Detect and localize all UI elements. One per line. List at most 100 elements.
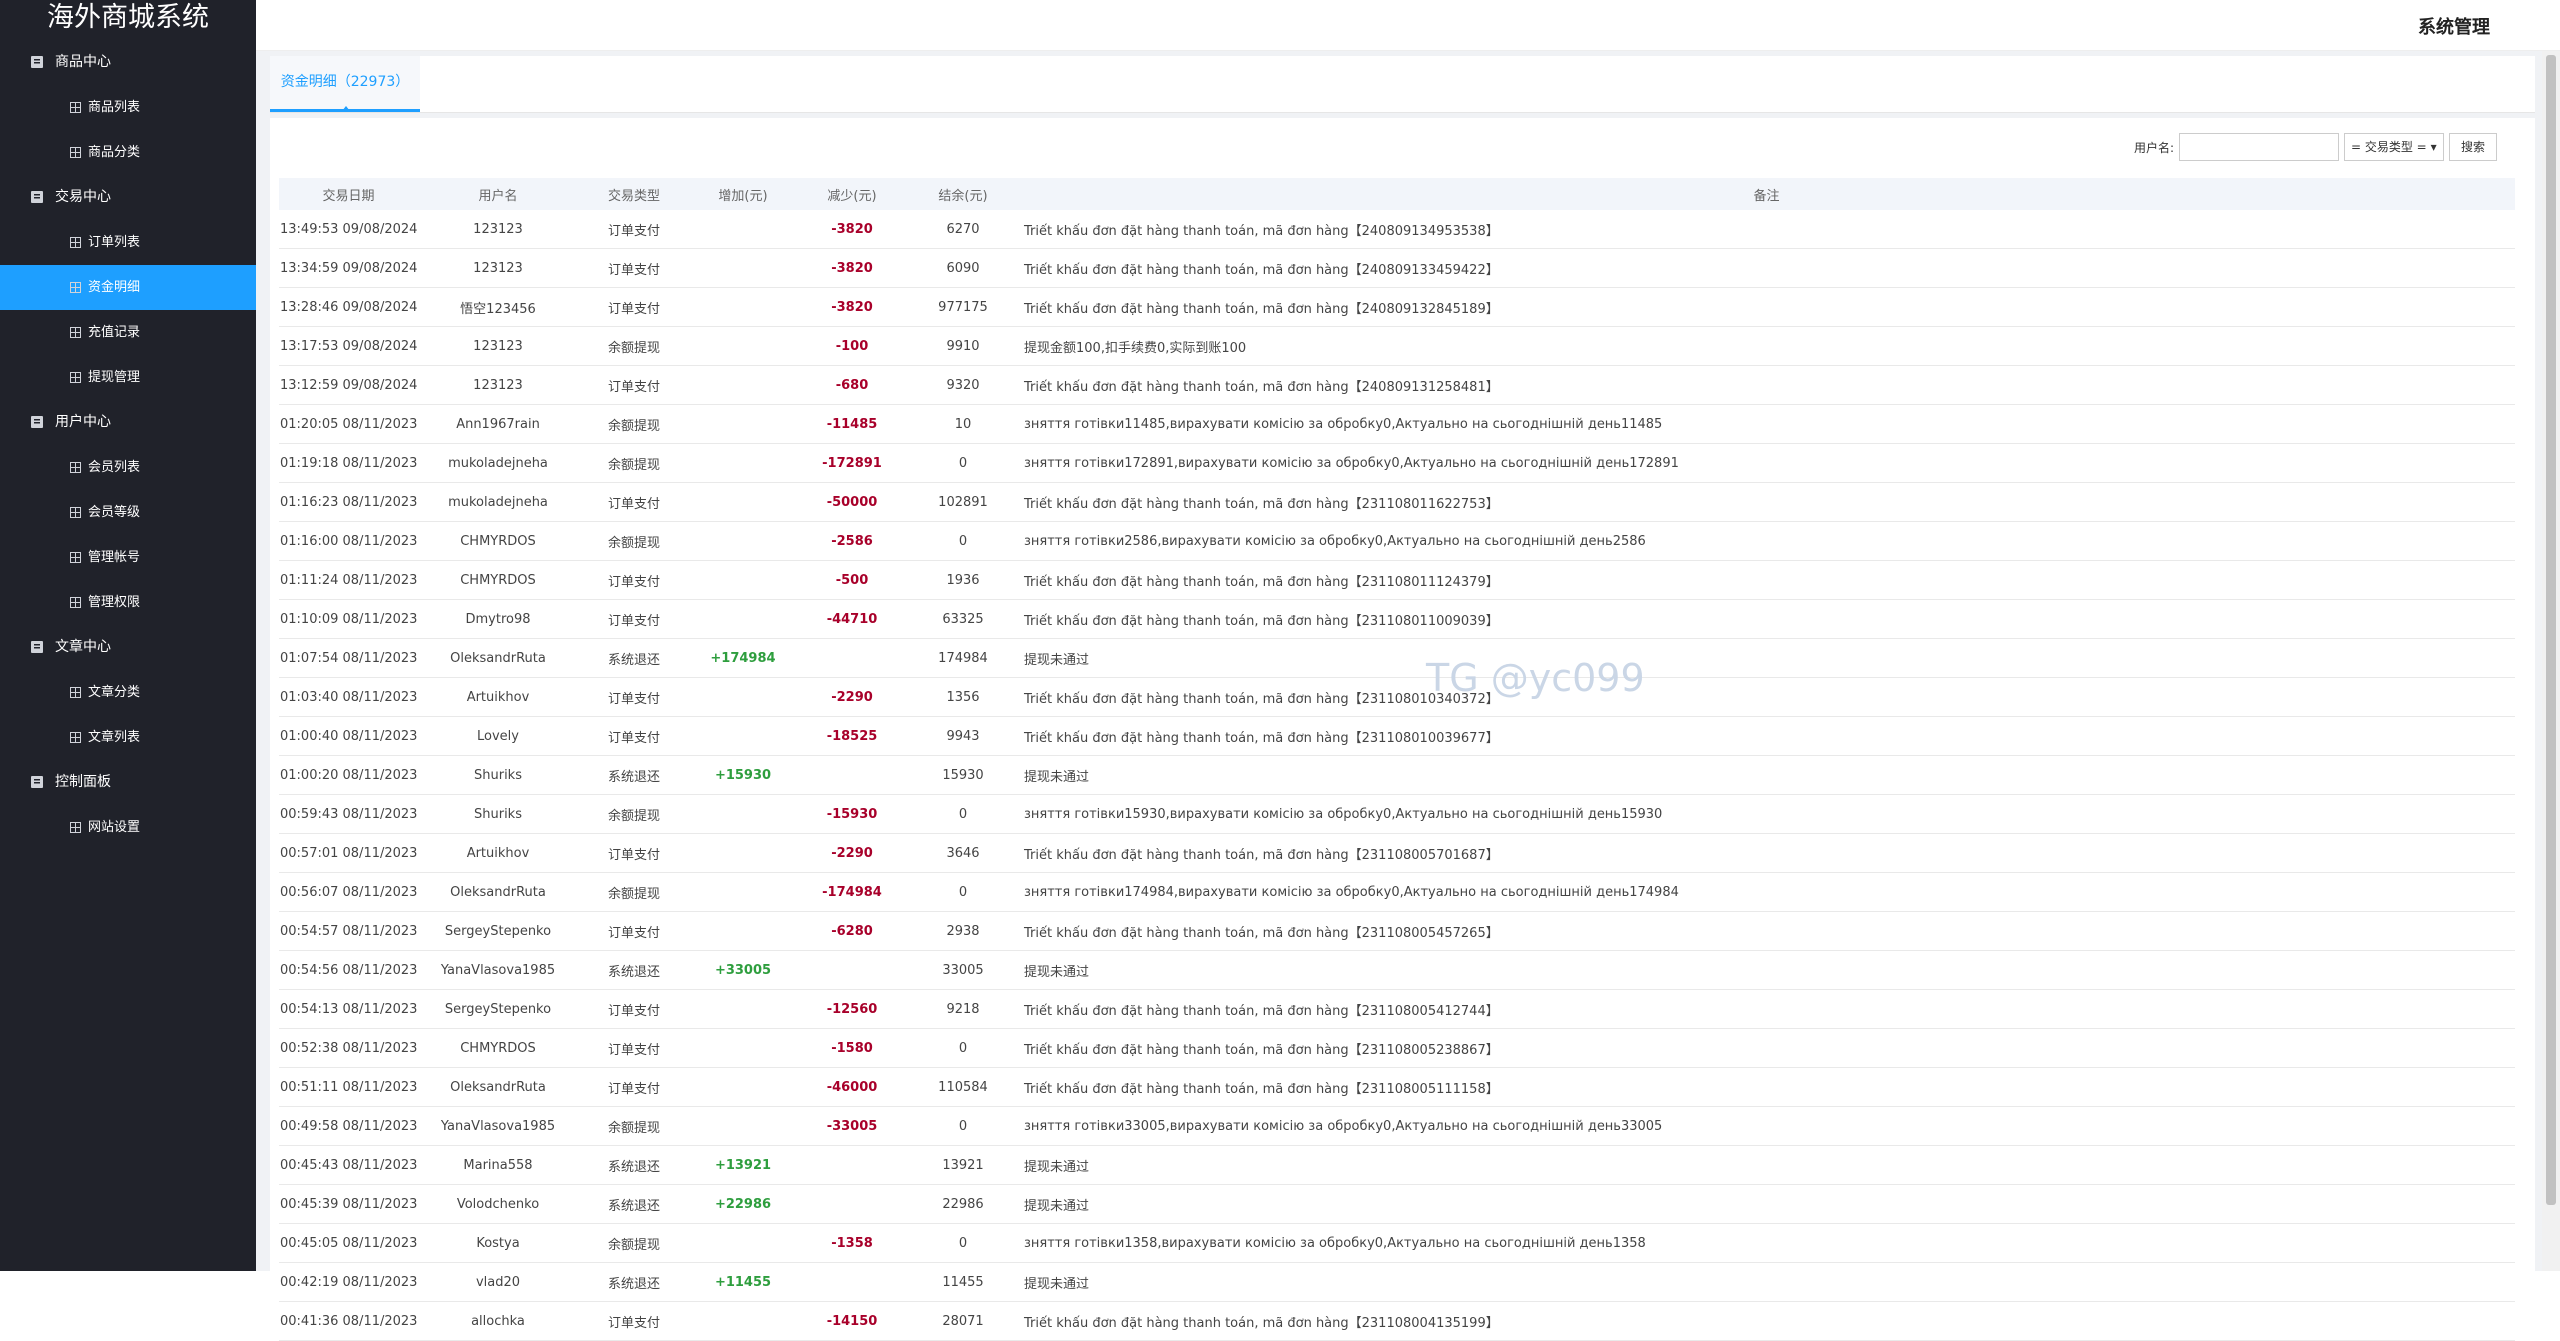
menu-item[interactable]: 提现管理 xyxy=(0,355,256,400)
table-cell: Shuriks xyxy=(418,794,578,834)
menu-item[interactable]: 订单列表 xyxy=(0,220,256,265)
table-cell: 00:42:19 08/11/2023 xyxy=(279,1262,418,1302)
table-cell: allochka xyxy=(418,1301,578,1341)
table-cell: Triết khấu đơn đặt hàng thanh toán, mã đ… xyxy=(1018,248,2515,288)
menu-group[interactable]: 用户中心 xyxy=(0,400,256,445)
menu-group[interactable]: 商品中心 xyxy=(0,40,256,85)
table-cell: -1580 xyxy=(796,1028,908,1068)
menu-item[interactable]: 会员等级 xyxy=(0,490,256,535)
table-cell: YanaVlasova1985 xyxy=(418,950,578,990)
menu-group-label: 文章中心 xyxy=(55,639,111,655)
table-cell: Triết khấu đơn đặt hàng thanh toán, mã đ… xyxy=(1018,911,2515,951)
menu-item[interactable]: 资金明细 xyxy=(0,265,256,310)
table-row: 00:57:01 08/11/2023 Artuikhov 订单支付 -2290 364… xyxy=(279,833,2515,873)
table-row: 01:20:05 08/11/2023 Ann1967rain 余额提现 -11485… xyxy=(279,404,2515,444)
menu-group[interactable]: 文章中心 xyxy=(0,625,256,670)
tab-bar: 资金明细（22973） xyxy=(270,56,2535,113)
menu-group[interactable]: 控制面板 xyxy=(0,760,256,805)
table-cell: 提现金额100,扣手续费0,实际到账100 xyxy=(1018,326,2515,366)
table-cell xyxy=(796,1145,908,1185)
menu-item-label: 充值记录 xyxy=(88,325,141,340)
table-cell: 123123 xyxy=(418,210,578,249)
menu-item[interactable]: 文章分类 xyxy=(0,670,256,715)
table-cell: Marina558 xyxy=(418,1145,578,1185)
column-header: 结余(元) xyxy=(908,178,1018,210)
table-cell: 22986 xyxy=(908,1184,1018,1224)
table-cell: 00:54:56 08/11/2023 xyxy=(279,950,418,990)
table-row: 13:34:59 09/08/2024 123123 订单支付 -3820 6090 Tr… xyxy=(279,248,2515,288)
top-bar: 系统管理 xyxy=(256,0,2560,51)
header-row: 交易日期 用户名 交易类型 增加(元) 减少(元) 结余(元) 备注 xyxy=(279,178,2515,210)
app-title: 海外商城系统 xyxy=(47,2,209,33)
table-cell: 11455 xyxy=(908,1262,1018,1302)
type-select[interactable]: = 交易类型 = ▾ xyxy=(2344,133,2444,161)
table-cell: Triết khấu đơn đặt hàng thanh toán, mã đ… xyxy=(1018,482,2515,522)
table-cell: 123123 xyxy=(418,365,578,405)
menu-item[interactable]: 管理权限 xyxy=(0,580,256,625)
scroll-thumb[interactable] xyxy=(2546,55,2556,1205)
scrollbar[interactable] xyxy=(2542,51,2560,1271)
table-cell xyxy=(690,911,796,951)
table-cell xyxy=(690,287,796,327)
table-cell: 订单支付 xyxy=(578,287,690,327)
table-cell: Triết khấu đơn đặt hàng thanh toán, mã đ… xyxy=(1018,989,2515,1029)
table-cell: -44710 xyxy=(796,599,908,639)
username-input[interactable] xyxy=(2179,133,2339,161)
table-cell xyxy=(796,950,908,990)
menu-item-label: 提现管理 xyxy=(88,370,141,385)
menu-icon xyxy=(70,687,81,698)
column-header: 增加(元) xyxy=(690,178,796,210)
table-cell: 订单支付 xyxy=(578,210,690,249)
menu-item[interactable]: 管理帐号 xyxy=(0,535,256,580)
table-cell: 系统退还 xyxy=(578,950,690,990)
table-cell: 3646 xyxy=(908,833,1018,873)
table-cell: 01:00:40 08/11/2023 xyxy=(279,716,418,756)
table-row: 00:54:57 08/11/2023 SergeyStepenko 订单支付 -62… xyxy=(279,911,2515,951)
table-row: 01:00:20 08/11/2023 Shuriks 系统退还 +15930 1593… xyxy=(279,755,2515,795)
table-row: 00:51:11 08/11/2023 OleksandrRuta 订单支付 -460… xyxy=(279,1067,2515,1107)
table-cell: -14150 xyxy=(796,1301,908,1341)
menu-item[interactable]: 商品列表 xyxy=(0,85,256,130)
table-cell: 订单支付 xyxy=(578,1067,690,1107)
table-cell: CHMYRDOS xyxy=(418,560,578,600)
table-cell: 13:17:53 09/08/2024 xyxy=(279,326,418,366)
table-cell: Triết khấu đơn đặt hàng thanh toán, mã đ… xyxy=(1018,560,2515,600)
menu-item[interactable]: 商品分类 xyxy=(0,130,256,175)
table-cell: -6280 xyxy=(796,911,908,951)
table-cell: 6270 xyxy=(908,210,1018,249)
header-title[interactable]: 系统管理 xyxy=(2418,17,2490,38)
table-cell: -172891 xyxy=(796,443,908,483)
tab[interactable]: 资金明细（22973） xyxy=(270,56,420,112)
table-cell: 9943 xyxy=(908,716,1018,756)
table-cell: Triết khấu đơn đặt hàng thanh toán, mã đ… xyxy=(1018,1028,2515,1068)
table-cell: 9218 xyxy=(908,989,1018,1029)
menu-item[interactable]: 文章列表 xyxy=(0,715,256,760)
table-cell: 01:16:00 08/11/2023 xyxy=(279,521,418,561)
table-cell xyxy=(690,599,796,639)
table-cell: 提现未通过 xyxy=(1018,1145,2515,1185)
table-cell: 系统退还 xyxy=(578,1262,690,1302)
table-row: 00:42:19 08/11/2023 vlad20 系统退还 +11455 11455… xyxy=(279,1262,2515,1302)
table-cell xyxy=(690,210,796,249)
table-cell: 00:56:07 08/11/2023 xyxy=(279,872,418,912)
menu-group[interactable]: 交易中心 xyxy=(0,175,256,220)
menu-item[interactable]: 网站设置 xyxy=(0,805,256,850)
table-cell xyxy=(690,677,796,717)
menu-item[interactable]: 充值记录 xyxy=(0,310,256,355)
table-row: 00:59:43 08/11/2023 Shuriks 余额提现 -15930 0 зня… xyxy=(279,794,2515,834)
table-cell: 13:49:53 09/08/2024 xyxy=(279,210,418,249)
table-row: 01:10:09 08/11/2023 Dmytro98 订单支付 -44710 633… xyxy=(279,599,2515,639)
search-button[interactable]: 搜索 xyxy=(2449,133,2497,161)
table-cell: 订单支付 xyxy=(578,560,690,600)
tab-label: 资金明细（22973） xyxy=(280,74,410,90)
table-cell: 余额提现 xyxy=(578,872,690,912)
menu-icon xyxy=(70,327,81,338)
table-cell: 余额提现 xyxy=(578,1223,690,1263)
column-header: 交易日期 xyxy=(279,178,418,210)
table-cell: vlad20 xyxy=(418,1262,578,1302)
table-cell: 1356 xyxy=(908,677,1018,717)
table-row: 13:12:59 09/08/2024 123123 订单支付 -680 9320 Tri… xyxy=(279,365,2515,405)
table-cell: 01:07:54 08/11/2023 xyxy=(279,638,418,678)
table-cell: +11455 xyxy=(690,1262,796,1302)
menu-item[interactable]: 会员列表 xyxy=(0,445,256,490)
